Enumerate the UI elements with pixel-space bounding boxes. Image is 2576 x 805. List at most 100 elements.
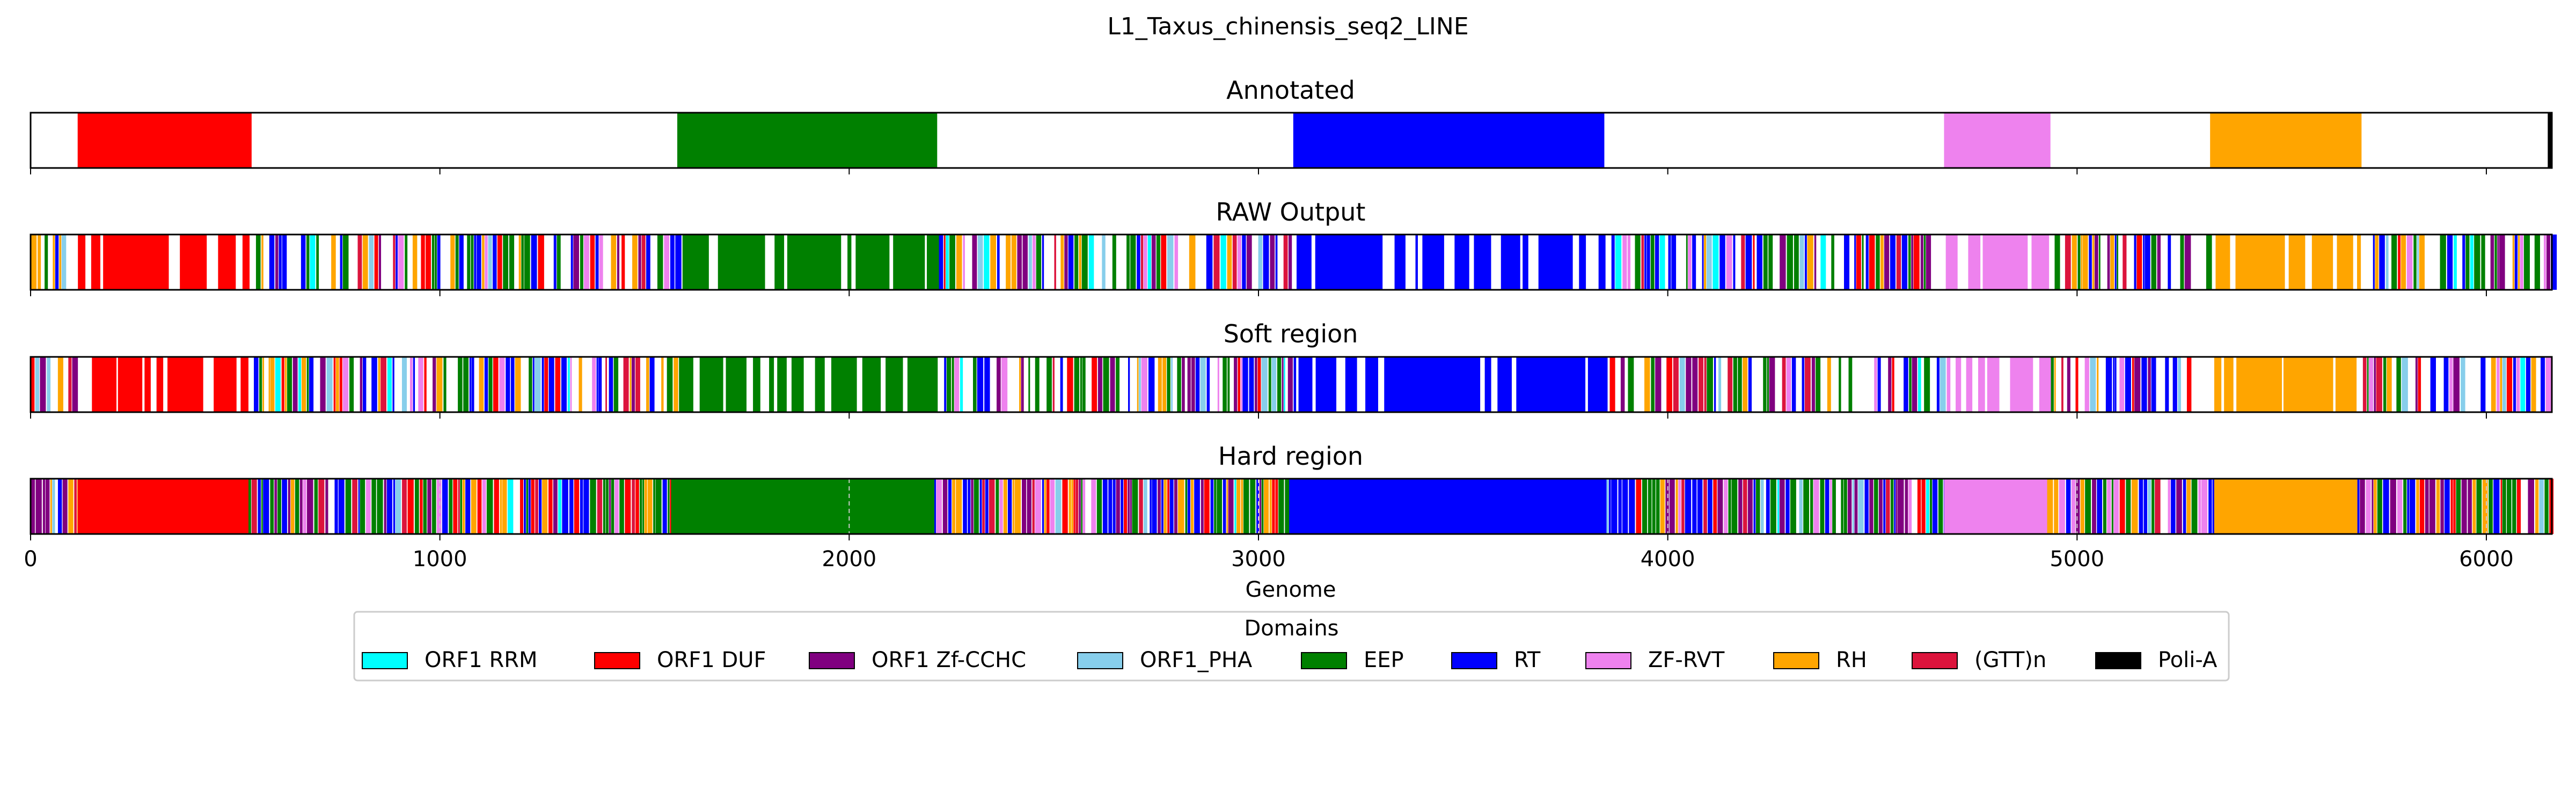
stripe xyxy=(952,479,956,534)
stripe xyxy=(2151,235,2156,290)
stripe xyxy=(2165,357,2169,412)
stripe xyxy=(1096,479,1102,534)
stripe xyxy=(946,357,952,412)
stripe xyxy=(155,235,162,290)
stripe xyxy=(2180,235,2184,290)
stripe xyxy=(820,235,823,290)
stripe xyxy=(436,357,443,412)
stripe xyxy=(804,235,807,290)
stripe xyxy=(1753,479,1756,534)
stripe xyxy=(1001,357,1008,412)
stripe xyxy=(62,479,68,534)
stripe xyxy=(1257,357,1261,412)
stripe xyxy=(911,357,918,412)
stripe xyxy=(2155,479,2161,534)
stripe xyxy=(1121,479,1124,534)
stripe xyxy=(1810,479,1813,534)
stripe xyxy=(1067,357,1073,412)
stripe xyxy=(871,235,878,290)
stripe xyxy=(1240,357,1242,412)
stripe xyxy=(1052,357,1055,412)
stripe xyxy=(2311,235,2317,290)
stripe xyxy=(2256,235,2262,290)
stripe xyxy=(1081,479,1083,534)
stripe xyxy=(302,357,306,412)
stripe xyxy=(188,235,196,290)
stripe xyxy=(1820,235,1826,290)
stripe xyxy=(574,479,580,534)
stripe xyxy=(1708,479,1713,534)
stripe xyxy=(2390,479,2396,534)
stripe xyxy=(2534,235,2540,290)
stripe xyxy=(1220,235,1226,290)
stripe xyxy=(42,479,46,534)
stripe xyxy=(2418,357,2421,412)
stripe xyxy=(2043,235,2046,290)
stripe xyxy=(320,357,326,412)
stripe xyxy=(836,357,843,412)
stripe xyxy=(1799,479,1803,534)
stripe xyxy=(1035,479,1041,534)
stripe xyxy=(1042,479,1044,534)
stripe xyxy=(469,357,471,412)
stripe xyxy=(2047,479,2053,534)
stripe xyxy=(471,479,477,534)
stripe xyxy=(1444,357,1452,412)
stripe xyxy=(423,479,427,534)
stripe xyxy=(1032,479,1035,534)
stripe xyxy=(1982,235,1990,290)
stripe xyxy=(144,357,151,412)
stripe xyxy=(1719,235,1725,290)
stripe xyxy=(639,479,642,534)
stripe xyxy=(2206,235,2212,290)
stripe xyxy=(2351,357,2357,412)
stripe xyxy=(1460,357,1466,412)
stripe xyxy=(1431,357,1437,412)
stripe xyxy=(606,479,609,534)
stripe xyxy=(876,357,881,412)
stripe xyxy=(262,357,265,412)
stripe xyxy=(195,235,201,290)
stripe xyxy=(1753,235,1755,290)
stripe xyxy=(1238,357,1241,412)
stripe xyxy=(2337,357,2343,412)
stripe xyxy=(2376,357,2382,412)
stripe xyxy=(696,235,701,290)
legend-swatch xyxy=(809,652,855,669)
stripe xyxy=(68,479,74,534)
stripe xyxy=(558,479,562,534)
stripe xyxy=(1126,235,1130,290)
stripe xyxy=(1516,235,1520,290)
stripe xyxy=(997,235,1000,290)
stripe xyxy=(751,235,759,290)
stripe xyxy=(1400,357,1407,412)
stripe xyxy=(948,479,952,534)
stripe xyxy=(1277,357,1282,412)
block-rt xyxy=(1289,479,1600,534)
stripe xyxy=(813,235,821,290)
stripe xyxy=(2444,479,2450,534)
stripe xyxy=(1022,479,1027,534)
stripe xyxy=(1847,479,1852,534)
stripe xyxy=(2453,479,2456,534)
stripe xyxy=(657,235,663,290)
stripe xyxy=(413,357,415,412)
stripe xyxy=(242,357,246,412)
stripe xyxy=(2535,479,2539,534)
stripe xyxy=(682,235,689,290)
stripe xyxy=(2080,479,2084,534)
stripe xyxy=(599,235,603,290)
stripe xyxy=(251,479,257,534)
stripe xyxy=(2178,357,2181,412)
stripe xyxy=(815,357,822,412)
stripe xyxy=(2067,357,2070,412)
stripe xyxy=(972,357,977,412)
stripe xyxy=(573,235,580,290)
stripe xyxy=(1465,357,1471,412)
stripe xyxy=(1472,357,1475,412)
stripe xyxy=(1570,357,1576,412)
stripe xyxy=(1629,479,1635,534)
stripe xyxy=(1003,479,1007,534)
stripe xyxy=(979,479,982,534)
stripe xyxy=(104,357,110,412)
